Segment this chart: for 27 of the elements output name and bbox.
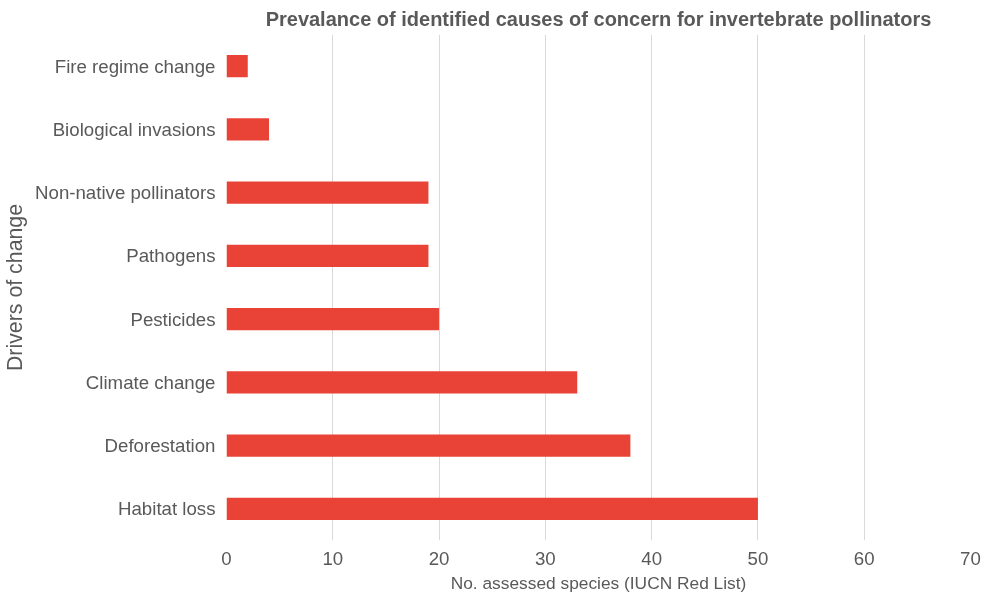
- y-tick-label: Pathogens: [126, 245, 216, 267]
- y-tick-label: Pesticides: [130, 308, 216, 330]
- bar: [226, 434, 631, 457]
- y-tick-label: Deforestation: [104, 435, 216, 457]
- x-axis-title: No. assessed species (IUCN Red List): [450, 572, 747, 593]
- y-tick-label: Fire regime change: [54, 55, 216, 77]
- y-tick-label: Climate change: [85, 371, 216, 393]
- y-tick-label: Habitat loss: [118, 498, 216, 520]
- x-tick-label: 70: [960, 547, 981, 569]
- bar: [226, 371, 578, 394]
- y-tick-label: Non-native pollinators: [35, 182, 216, 204]
- bar: [226, 118, 270, 141]
- x-tick-label: 60: [853, 547, 875, 569]
- bar: [226, 244, 429, 267]
- y-axis-title: Drivers of change: [3, 203, 28, 372]
- x-tick-label: 20: [428, 547, 450, 569]
- chart-title: Prevalance of identified causes of concern for invertebrate pollinators: [265, 7, 932, 30]
- bar: [226, 497, 758, 520]
- x-tick-label: 0: [221, 547, 232, 569]
- x-tick-label: 50: [747, 547, 769, 569]
- bar: [226, 181, 429, 204]
- y-tick-label: Biological invasions: [52, 118, 216, 140]
- bar: [226, 308, 440, 331]
- x-tick-label: 30: [534, 547, 556, 569]
- x-tick-label: 40: [641, 547, 663, 569]
- x-tick-label: 10: [322, 547, 344, 569]
- bar: [226, 55, 248, 78]
